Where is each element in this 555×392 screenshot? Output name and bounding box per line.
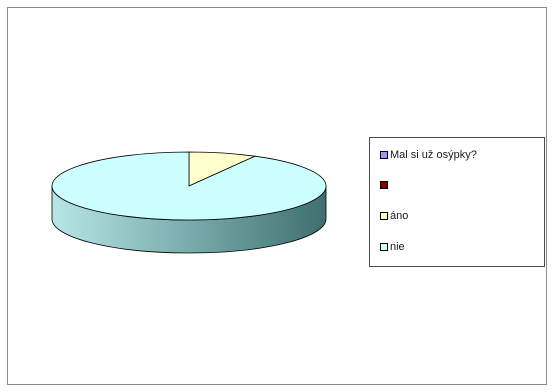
legend-item-2: nie xyxy=(380,241,405,253)
legend-label-1: áno xyxy=(390,210,409,222)
pie-slice-2 xyxy=(51,151,327,221)
legend-title: Mal si už osýpky? xyxy=(390,149,477,161)
legend-swatch-title xyxy=(380,151,388,159)
legend-label-2: nie xyxy=(390,241,405,253)
legend: Mal si už osýpky? áno nie xyxy=(369,137,545,267)
legend-item-1: áno xyxy=(380,210,408,222)
legend-swatch-1 xyxy=(380,212,388,220)
legend-swatch-2 xyxy=(380,243,388,251)
legend-item-title: Mal si už osýpky? xyxy=(380,149,477,161)
legend-swatch-0 xyxy=(380,181,388,189)
legend-item-0 xyxy=(380,181,390,189)
